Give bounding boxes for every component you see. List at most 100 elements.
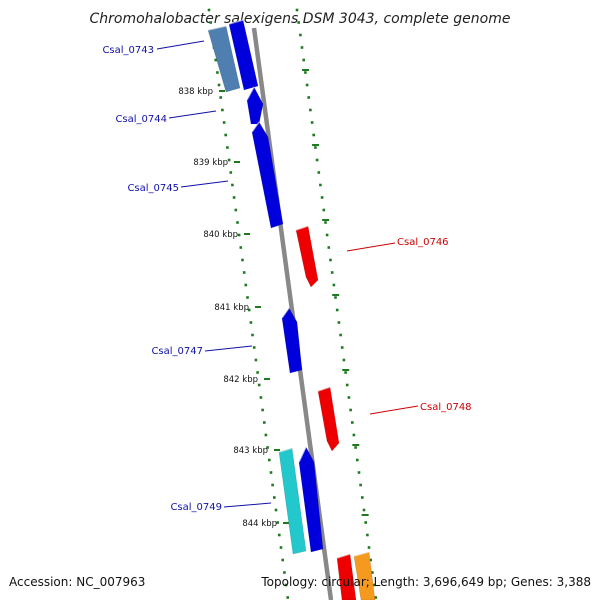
inner-ring-dot — [247, 308, 251, 312]
inner-ring-dot — [237, 233, 241, 237]
inner-ring-dot — [221, 108, 224, 112]
kbp-tick-label: 839 kbp — [193, 158, 228, 168]
outer-ring-dot — [374, 596, 377, 599]
inner-ring-dot — [244, 283, 248, 287]
inner-ring-dot — [214, 58, 217, 62]
gene-label-csal-0748[interactable]: Csal_0748 — [420, 402, 472, 413]
inner-ring-dot — [236, 221, 239, 224]
outer-ring-dot — [317, 171, 321, 174]
inner-ring-dot — [266, 446, 269, 449]
inner-ring-dot — [207, 8, 211, 12]
label-leader-line — [346, 242, 396, 252]
outer-ring-dot — [320, 196, 324, 199]
gene-csal-0747[interactable] — [281, 307, 303, 374]
outer-ring-dot — [310, 121, 314, 124]
outer-ring-dot — [369, 558, 372, 562]
outer-ring-dot — [335, 308, 339, 312]
outer-ring-dot — [349, 408, 352, 412]
gene-label-csal-0749[interactable]: Csal_0749 — [170, 502, 222, 513]
inner-ring-dot — [254, 358, 258, 362]
inner-ring-dot — [273, 496, 276, 499]
accession-text: Accession: NC_007963 — [9, 575, 145, 589]
outer-ring-dot — [314, 146, 317, 149]
gene-csal-0746[interactable] — [295, 225, 319, 288]
outer-ring-dot — [319, 183, 322, 187]
outer-ring-dot — [359, 483, 362, 487]
kbp-tick-label: 844 kbp — [242, 519, 277, 529]
outer-ring-dot — [334, 296, 337, 299]
outer-ring-dot — [344, 371, 347, 374]
outer-ring-dot — [362, 508, 366, 512]
inner-ring-dot — [224, 133, 227, 137]
inner-ring-dot — [283, 571, 286, 574]
inner-ring-dot — [234, 208, 238, 212]
outer-ring-dot — [351, 421, 354, 424]
outer-ring-dot — [309, 108, 312, 112]
outer-ring-dot — [329, 258, 332, 262]
inner-ring-dot — [279, 546, 283, 549]
inner-ring-dot — [249, 321, 253, 324]
inner-ring-dot — [284, 583, 288, 587]
outer-ring-dot — [299, 33, 302, 37]
gene-label-csal-0744[interactable]: Csal_0744 — [115, 114, 167, 125]
inner-ring-dot — [222, 121, 226, 124]
outer-ring-dot — [295, 8, 299, 12]
outer-ring-dot — [332, 283, 336, 287]
inner-ring-dot — [239, 246, 243, 249]
outer-ring-dot — [342, 358, 346, 362]
inner-dotted-ring — [207, 8, 289, 599]
inner-ring-dot — [276, 521, 279, 524]
outer-ring-dot — [307, 96, 310, 99]
gene-csal-0748[interactable] — [317, 386, 340, 452]
outer-ring-dot — [367, 546, 371, 549]
gene-highlight — [228, 19, 244, 25]
inner-ring-dot — [246, 296, 249, 299]
inner-ring-dot — [231, 183, 234, 187]
outer-ring-dot — [347, 396, 351, 399]
label-leader-line — [156, 40, 205, 50]
outer-ring-dot — [361, 496, 364, 499]
inner-ring-dot — [252, 346, 256, 349]
outer-ring-dot — [324, 221, 327, 224]
label-leader-line — [223, 502, 272, 508]
gene-label-csal-0747[interactable]: Csal_0747 — [151, 346, 203, 357]
kbp-tick-label: 843 kbp — [233, 446, 268, 456]
outer-ring-dot — [352, 433, 356, 437]
kbp-tick-label: 838 kbp — [178, 87, 213, 97]
outer-ring-dot — [304, 71, 307, 74]
gene-highlight — [353, 551, 370, 557]
inner-ring-dot — [256, 371, 259, 374]
inner-ring-dot — [226, 146, 229, 149]
outer-ring-dot — [366, 533, 369, 537]
inner-ring-dot — [264, 433, 268, 437]
gene-highlight — [317, 386, 331, 392]
inner-ring-dot — [278, 533, 281, 537]
outer-ring-dot — [364, 521, 367, 524]
gene-highlight — [298, 446, 307, 463]
inner-ring-dot — [268, 458, 271, 462]
gene-highlight — [336, 553, 351, 559]
label-leader-line — [180, 180, 229, 188]
inner-ring-dot — [286, 596, 289, 599]
inner-ring-dot — [263, 421, 266, 424]
gene-features — [207, 19, 376, 600]
gene-label-csal-0743[interactable]: Csal_0743 — [102, 45, 154, 56]
outer-ring-dot — [330, 271, 334, 274]
gene-label-csal-0745[interactable]: Csal_0745 — [127, 183, 179, 194]
map-title: Chromohalobacter salexigens DSM 3043, co… — [90, 11, 511, 27]
outer-ring-dot — [300, 46, 304, 49]
outer-ring-dot — [357, 471, 361, 474]
outer-ring-dot — [372, 583, 376, 587]
gene-labels: Csal_0743 Csal_0744 Csal_0745 Csal_0746 Csal… — [102, 40, 472, 513]
inner-ring-dot — [227, 158, 231, 162]
inner-ring-dot — [241, 258, 244, 262]
gene-highlight — [246, 86, 255, 101]
inner-ring-dot — [216, 71, 219, 74]
outer-dotted-ring — [295, 8, 377, 599]
gene-highlight — [251, 121, 260, 133]
gene-csal-0745[interactable] — [251, 121, 284, 229]
outer-ring-dot — [371, 571, 374, 574]
outer-ring-dot — [302, 58, 305, 62]
gene-label-csal-0746[interactable]: Csal_0746 — [397, 237, 449, 248]
